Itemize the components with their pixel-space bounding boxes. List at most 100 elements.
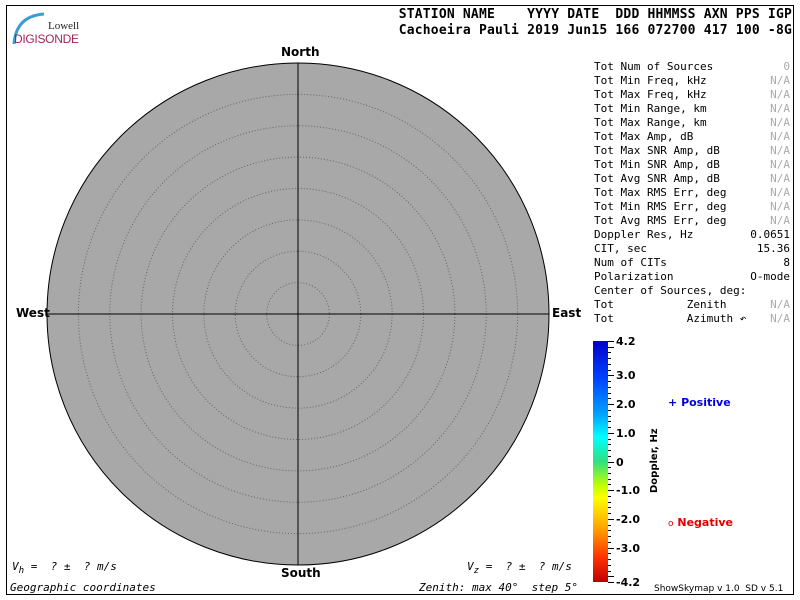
colorbar-tick xyxy=(608,564,611,566)
vz-value: = ? ± ? m/s xyxy=(479,560,572,573)
coordinate-system: Geographic coordinates xyxy=(10,581,156,594)
stat-value: N/A xyxy=(770,172,790,185)
label-west: West xyxy=(16,306,50,320)
stat-row: Tot Zenith N/A xyxy=(594,298,790,312)
stat-value: 0.0651 xyxy=(750,228,790,241)
horizontal-velocity: Vh = ? ± ? m/s xyxy=(12,560,117,576)
colorbar-tick-label: 1.0 xyxy=(616,426,636,440)
colorbar-tick xyxy=(608,490,614,492)
stat-row: Tot Avg RMS Err, deg N/A xyxy=(594,214,790,228)
colorbar-tick xyxy=(608,409,611,411)
vh-value: = ? ± ? m/s xyxy=(24,560,117,573)
colorbar-tick xyxy=(608,404,614,406)
stat-label: Tot Min SNR Amp, dB xyxy=(594,158,720,171)
stat-row: Tot Max Freq, kHz N/A xyxy=(594,88,790,102)
stat-row: Tot Num of Sources 0 xyxy=(594,60,790,74)
colorbar-tick xyxy=(608,450,611,452)
colorbar-tick xyxy=(608,421,611,423)
stat-label: Tot Max Freq, kHz xyxy=(594,88,707,101)
stat-row: Polarization O-mode xyxy=(594,270,790,284)
colorbar-tick xyxy=(608,438,611,440)
stat-value: N/A xyxy=(770,186,790,199)
stat-label: Tot Min Range, km xyxy=(594,102,707,115)
colorbar-tick-label: 4.2 xyxy=(616,335,636,348)
stat-value: N/A xyxy=(770,102,790,115)
stat-row: Tot Min SNR Amp, dB N/A xyxy=(594,158,790,172)
colorbar-tick xyxy=(608,570,611,572)
vertical-velocity: Vz = ? ± ? m/s xyxy=(467,560,572,576)
colorbar-tick xyxy=(608,386,611,388)
logo-text-lowell: Lowell xyxy=(48,20,80,32)
colorbar-tick xyxy=(608,478,611,480)
label-north: North xyxy=(281,45,320,59)
colorbar-tick-label: 2.0 xyxy=(616,398,636,412)
colorbar-tick xyxy=(608,518,614,520)
stat-label: CIT, sec xyxy=(594,242,647,255)
logo-arc-icon xyxy=(12,12,45,45)
stat-value: N/A xyxy=(770,144,790,157)
vz-symbol: V xyxy=(467,560,474,573)
colorbar-tick xyxy=(608,444,611,446)
stat-row: Tot Min RMS Err, deg N/A xyxy=(594,200,790,214)
stat-value: N/A xyxy=(770,158,790,171)
stat-row: Tot Min Range, km N/A xyxy=(594,102,790,116)
colorbar-tick-label: -3.0 xyxy=(616,541,641,555)
colorbar-tick xyxy=(608,461,614,463)
stat-value: N/A xyxy=(770,88,790,101)
colorbar-tick xyxy=(608,352,611,354)
stat-row: Tot Max Amp, dB N/A xyxy=(594,130,790,144)
colorbar-tick xyxy=(608,381,611,383)
colorbar-tick-label: 0 xyxy=(616,455,624,469)
colorbar-tick xyxy=(608,341,614,342)
stat-row: Doppler Res, Hz 0.0651 xyxy=(594,228,790,242)
colorbar-tick xyxy=(608,501,611,503)
version-info: ShowSkymap v 1.0 SD v 5.1 xyxy=(654,584,784,594)
legend-negative: o Negative xyxy=(668,516,733,529)
stat-value: N/A xyxy=(770,116,790,129)
zenith-scale: Zenith: max 40° step 5° xyxy=(419,581,578,594)
colorbar-tick-label: -1.0 xyxy=(616,484,641,498)
stat-value: 8 xyxy=(783,256,790,269)
circle-icon: o xyxy=(668,519,674,529)
stat-label: Tot Min RMS Err, deg xyxy=(594,200,727,213)
digisonde-logo: Lowell DIGISONDE xyxy=(10,10,90,50)
stat-label: Tot Zenith xyxy=(594,298,727,311)
colorbar-tick-label: -4.2 xyxy=(616,576,641,589)
colorbar-tick xyxy=(608,495,611,497)
label-east: East xyxy=(552,306,582,320)
colorbar-tick xyxy=(608,369,611,371)
doppler-colorbar xyxy=(593,341,608,582)
stat-label: Tot Num of Sources xyxy=(594,60,714,73)
plot-frame xyxy=(6,5,794,595)
label-south: South xyxy=(281,566,321,580)
colorbar-tick-label: -2.0 xyxy=(616,512,641,526)
stat-label: Num of CITs xyxy=(594,256,667,269)
colorbar-tick xyxy=(608,484,611,486)
stat-label: Tot Avg SNR Amp, dB xyxy=(594,172,720,185)
colorbar-tick xyxy=(608,559,611,561)
stat-value: 0 xyxy=(783,60,790,73)
colorbar-tick xyxy=(608,547,614,549)
stat-label: Tot Avg RMS Err, deg xyxy=(594,214,727,227)
vh-symbol: V xyxy=(12,560,19,573)
stat-value: N/A xyxy=(770,200,790,213)
colorbar-tick xyxy=(608,398,611,400)
stat-row: Tot Max Range, km N/A xyxy=(594,116,790,130)
stat-value: O-mode xyxy=(750,270,790,283)
colorbar-tick xyxy=(608,513,611,515)
plus-icon: + xyxy=(668,396,678,409)
legend-negative-label: Negative xyxy=(677,516,733,529)
colorbar-tick xyxy=(608,415,611,417)
colorbar-tick xyxy=(608,432,614,434)
stat-label: Tot Min Freq, kHz xyxy=(594,74,707,87)
colorbar-tick xyxy=(608,576,614,578)
colorbar-tick xyxy=(608,467,611,469)
vz-subscript: z xyxy=(473,565,480,577)
stat-label: Tot Max Amp, dB xyxy=(594,130,694,143)
header-values: Cachoeira Pauli 2019 Jun15 166 072700 41… xyxy=(398,23,792,38)
stat-label: Center of Sources, deg: xyxy=(594,284,747,297)
colorbar-tick xyxy=(608,392,611,394)
stat-row: Num of CITs 8 xyxy=(594,256,790,270)
